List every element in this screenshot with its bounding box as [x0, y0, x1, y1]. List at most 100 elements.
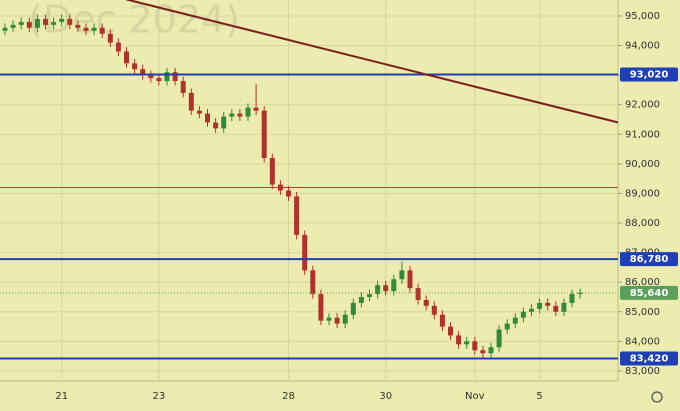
- y-tick-label: 92,000: [625, 100, 660, 111]
- candle-body: [196, 110, 202, 114]
- level-label: 85,640: [630, 288, 669, 299]
- candle-body: [26, 21, 32, 28]
- candle-body: [132, 63, 138, 70]
- candle-body: [172, 72, 178, 82]
- candle-body: [294, 196, 300, 235]
- trend-line: [126, 0, 618, 124]
- candle-body: [350, 302, 356, 315]
- y-tick-label: 90,000: [625, 159, 660, 170]
- candle-body: [431, 305, 437, 315]
- candle-body: [448, 326, 453, 336]
- candle-body: [464, 341, 470, 345]
- candle-body: [2, 27, 8, 31]
- level-label-box: [620, 252, 678, 267]
- candle-body: [504, 323, 510, 330]
- y-tick-label: 88,000: [625, 218, 660, 229]
- candle-body: [553, 305, 559, 312]
- x-tick-label: 5: [536, 391, 542, 402]
- candle-body: [545, 302, 551, 306]
- candle-body: [261, 110, 267, 158]
- candle-body: [253, 107, 259, 111]
- candle-body: [124, 51, 129, 64]
- candle-body: [213, 122, 219, 129]
- candle-body: [91, 27, 97, 31]
- y-tick-label: 91,000: [625, 129, 660, 140]
- candle-body: [107, 33, 113, 43]
- candle-body: [367, 294, 372, 297]
- candle-body: [561, 302, 567, 312]
- y-tick-label: 83,000: [625, 366, 660, 377]
- candle-body: [480, 350, 486, 354]
- candle-body: [205, 113, 210, 123]
- level-label-box: [620, 67, 678, 82]
- candle-body: [383, 285, 389, 292]
- candle-body: [302, 234, 308, 271]
- candle-body: [18, 21, 24, 25]
- y-tick-label: 86,000: [625, 277, 660, 288]
- candle-body: [537, 302, 543, 309]
- level-label: 93,020: [630, 70, 669, 81]
- x-tick-label: 30: [379, 391, 392, 402]
- candle-body: [375, 285, 381, 295]
- settings-icon[interactable]: [651, 391, 663, 403]
- candle-body: [34, 18, 40, 28]
- candle-body: [115, 42, 121, 52]
- y-tick-label: 89,000: [625, 188, 660, 199]
- candle-body: [423, 299, 429, 306]
- y-tick-label: 94,000: [625, 41, 660, 52]
- candle-body: [43, 18, 48, 25]
- candle-body: [83, 27, 89, 31]
- candle-body: [180, 81, 186, 93]
- candle-body: [399, 270, 405, 280]
- candle-body: [318, 294, 324, 321]
- y-tick-label: 95,000: [625, 11, 660, 22]
- candle-body: [407, 270, 413, 289]
- candle-body: [245, 107, 251, 117]
- x-tick-label: 21: [55, 391, 68, 402]
- candle-body: [156, 78, 162, 82]
- candle-body: [140, 69, 146, 76]
- candle-body: [10, 24, 16, 28]
- candle-body: [342, 314, 348, 324]
- x-tick-label: 28: [282, 391, 295, 402]
- candle-body: [520, 311, 526, 318]
- candle-body: [221, 116, 227, 129]
- candle-body: [512, 317, 518, 324]
- candle-body: [286, 190, 291, 197]
- candle-body: [456, 335, 462, 345]
- candle-body: [326, 317, 332, 321]
- y-tick-label: 85,000: [625, 307, 660, 318]
- candle-body: [415, 288, 421, 300]
- level-label-box: [620, 285, 678, 300]
- candle-body: [488, 347, 494, 354]
- candle-body: [237, 113, 243, 117]
- plot: [0, 0, 618, 381]
- candle-body: [188, 92, 194, 111]
- candle-body: [529, 308, 534, 312]
- plot-area: [0, 0, 618, 381]
- level-label: 83,420: [630, 354, 669, 365]
- candle-body: [164, 72, 170, 82]
- candle-body: [577, 292, 583, 295]
- candle-body: [334, 317, 340, 324]
- level-label-box: [620, 351, 678, 366]
- x-tick-label: 23: [153, 391, 166, 402]
- candle-body: [496, 329, 502, 348]
- x-tick-label: Nov: [465, 391, 485, 402]
- candle-body: [99, 27, 105, 34]
- candle-body: [75, 24, 81, 28]
- candle-body: [67, 18, 73, 25]
- candle-body: [439, 314, 445, 327]
- candle-body: [269, 157, 275, 185]
- candle-body: [391, 279, 397, 292]
- candle-body: [59, 18, 65, 22]
- candle-body: [51, 21, 57, 25]
- candle-body: [148, 75, 154, 79]
- candle-body: [229, 113, 235, 117]
- candle-body: [358, 296, 364, 303]
- candle-body: [569, 294, 575, 303]
- y-tick-label: 84,000: [625, 336, 660, 347]
- level-label: 86,780: [630, 254, 669, 265]
